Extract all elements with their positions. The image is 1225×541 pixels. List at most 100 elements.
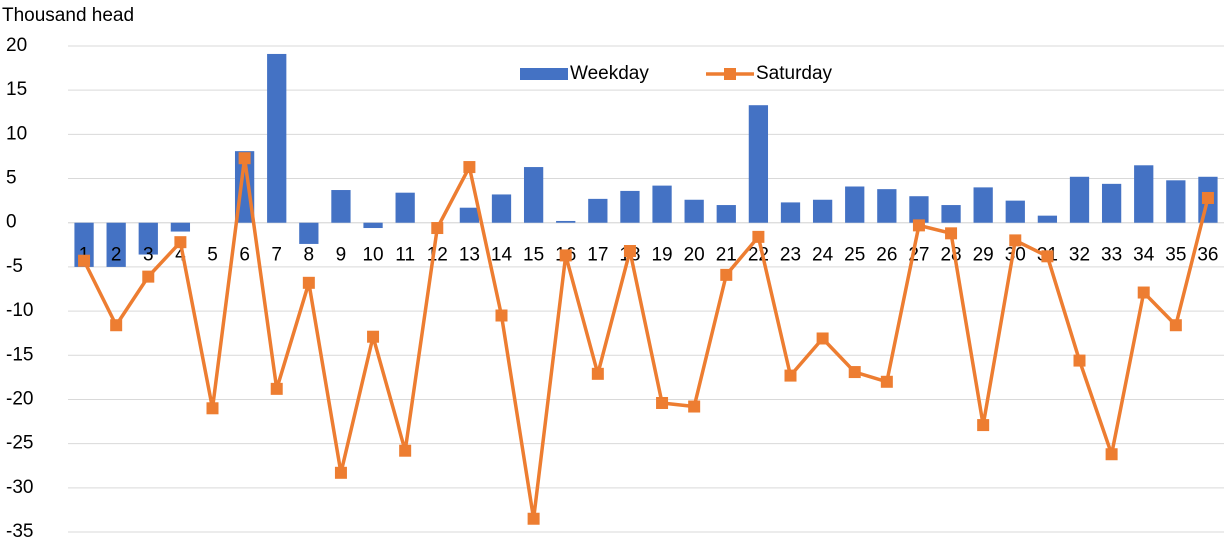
x-tick-label: 4: [175, 245, 186, 266]
bar: [909, 196, 929, 223]
y-tick-label: 15: [6, 79, 27, 100]
legend-label: Saturday: [756, 63, 833, 84]
marker: [1137, 286, 1150, 299]
x-tick-label: 30: [1005, 245, 1026, 266]
y-tick-label: -35: [6, 521, 33, 541]
bar: [1134, 165, 1154, 223]
bar: [620, 190, 640, 223]
marker: [463, 161, 476, 174]
bar: [748, 105, 769, 223]
legend-label: Weekday: [570, 63, 649, 84]
bar: [973, 187, 993, 223]
bar: [845, 186, 865, 223]
bar: [716, 205, 736, 223]
marker: [656, 396, 669, 409]
legend-swatch: [520, 68, 568, 80]
y-tick-label: 10: [6, 123, 27, 144]
x-tick-label: 19: [651, 245, 672, 266]
bar: [267, 53, 287, 223]
bar: [523, 167, 544, 223]
legend-swatch: [724, 68, 736, 80]
x-tick-label: 32: [1069, 245, 1090, 266]
marker: [334, 466, 347, 479]
marker: [720, 268, 733, 281]
x-tick-label: 13: [459, 245, 480, 266]
marker: [367, 330, 380, 343]
marker: [816, 332, 829, 345]
marker: [206, 402, 219, 415]
x-tick-label: 10: [362, 245, 383, 266]
x-tick-label: 24: [812, 245, 834, 266]
marker: [977, 419, 990, 432]
x-tick-label: 25: [844, 245, 865, 266]
marker: [1169, 319, 1182, 332]
bar: [363, 222, 383, 229]
x-tick-label: 29: [973, 245, 994, 266]
bar: [941, 205, 961, 223]
bar: [331, 190, 351, 223]
marker: [880, 375, 893, 388]
bar: [299, 222, 319, 244]
bar: [395, 192, 415, 223]
marker: [302, 276, 315, 289]
marker: [174, 236, 187, 249]
marker: [399, 444, 412, 457]
x-tick-label: 11: [395, 245, 415, 266]
marker: [110, 319, 123, 332]
marker: [623, 245, 636, 258]
y-tick-label: 5: [6, 168, 17, 189]
x-tick-label: 23: [780, 245, 801, 266]
y-tick-label: -15: [6, 344, 33, 365]
y-tick-label: -5: [6, 256, 23, 277]
x-tick-label: 9: [336, 245, 347, 266]
y-tick-label: 0: [6, 212, 17, 233]
x-tick-label: 21: [716, 245, 737, 266]
bar: [684, 199, 704, 223]
bar: [812, 199, 833, 223]
bar: [106, 222, 126, 267]
marker: [1041, 250, 1054, 263]
bar: [877, 189, 897, 223]
y-tick-label: -25: [6, 433, 33, 454]
x-tick-label: 7: [271, 245, 282, 266]
line: [82, 156, 1210, 521]
marker: [1073, 354, 1086, 367]
y-tick-label: -30: [6, 477, 33, 498]
x-tick-label: 3: [143, 245, 154, 266]
marker: [238, 152, 251, 165]
marker: [78, 254, 91, 267]
marker: [1009, 234, 1022, 247]
x-tick-label: 15: [523, 245, 544, 266]
x-tick-label: 26: [876, 245, 897, 266]
x-tick-label: 2: [111, 245, 122, 266]
bar: [588, 198, 608, 223]
marker: [559, 249, 572, 262]
x-tick-label: 28: [940, 245, 961, 266]
marker: [848, 366, 861, 379]
bar: [1069, 176, 1090, 223]
x-tick-label: 12: [427, 245, 448, 266]
x-tick-label: 36: [1197, 245, 1218, 266]
x-tick-label: 34: [1133, 245, 1155, 266]
bar: [170, 222, 191, 232]
marker: [688, 400, 701, 413]
marker: [784, 369, 797, 382]
marker: [527, 512, 540, 525]
marker: [495, 309, 508, 322]
marker: [431, 222, 444, 235]
x-tick-label: 20: [684, 245, 705, 266]
marker: [591, 367, 604, 380]
bar: [556, 220, 576, 223]
bar: [1166, 180, 1186, 223]
marker: [1201, 191, 1214, 204]
marker: [270, 382, 283, 395]
bar: [491, 194, 512, 223]
x-tick-label: 33: [1101, 245, 1122, 266]
bar: [459, 207, 480, 223]
y-tick-label: -10: [6, 300, 33, 321]
y-tick-label: -20: [6, 388, 33, 409]
bar: [780, 202, 801, 223]
marker: [752, 230, 765, 243]
bar: [138, 222, 158, 255]
